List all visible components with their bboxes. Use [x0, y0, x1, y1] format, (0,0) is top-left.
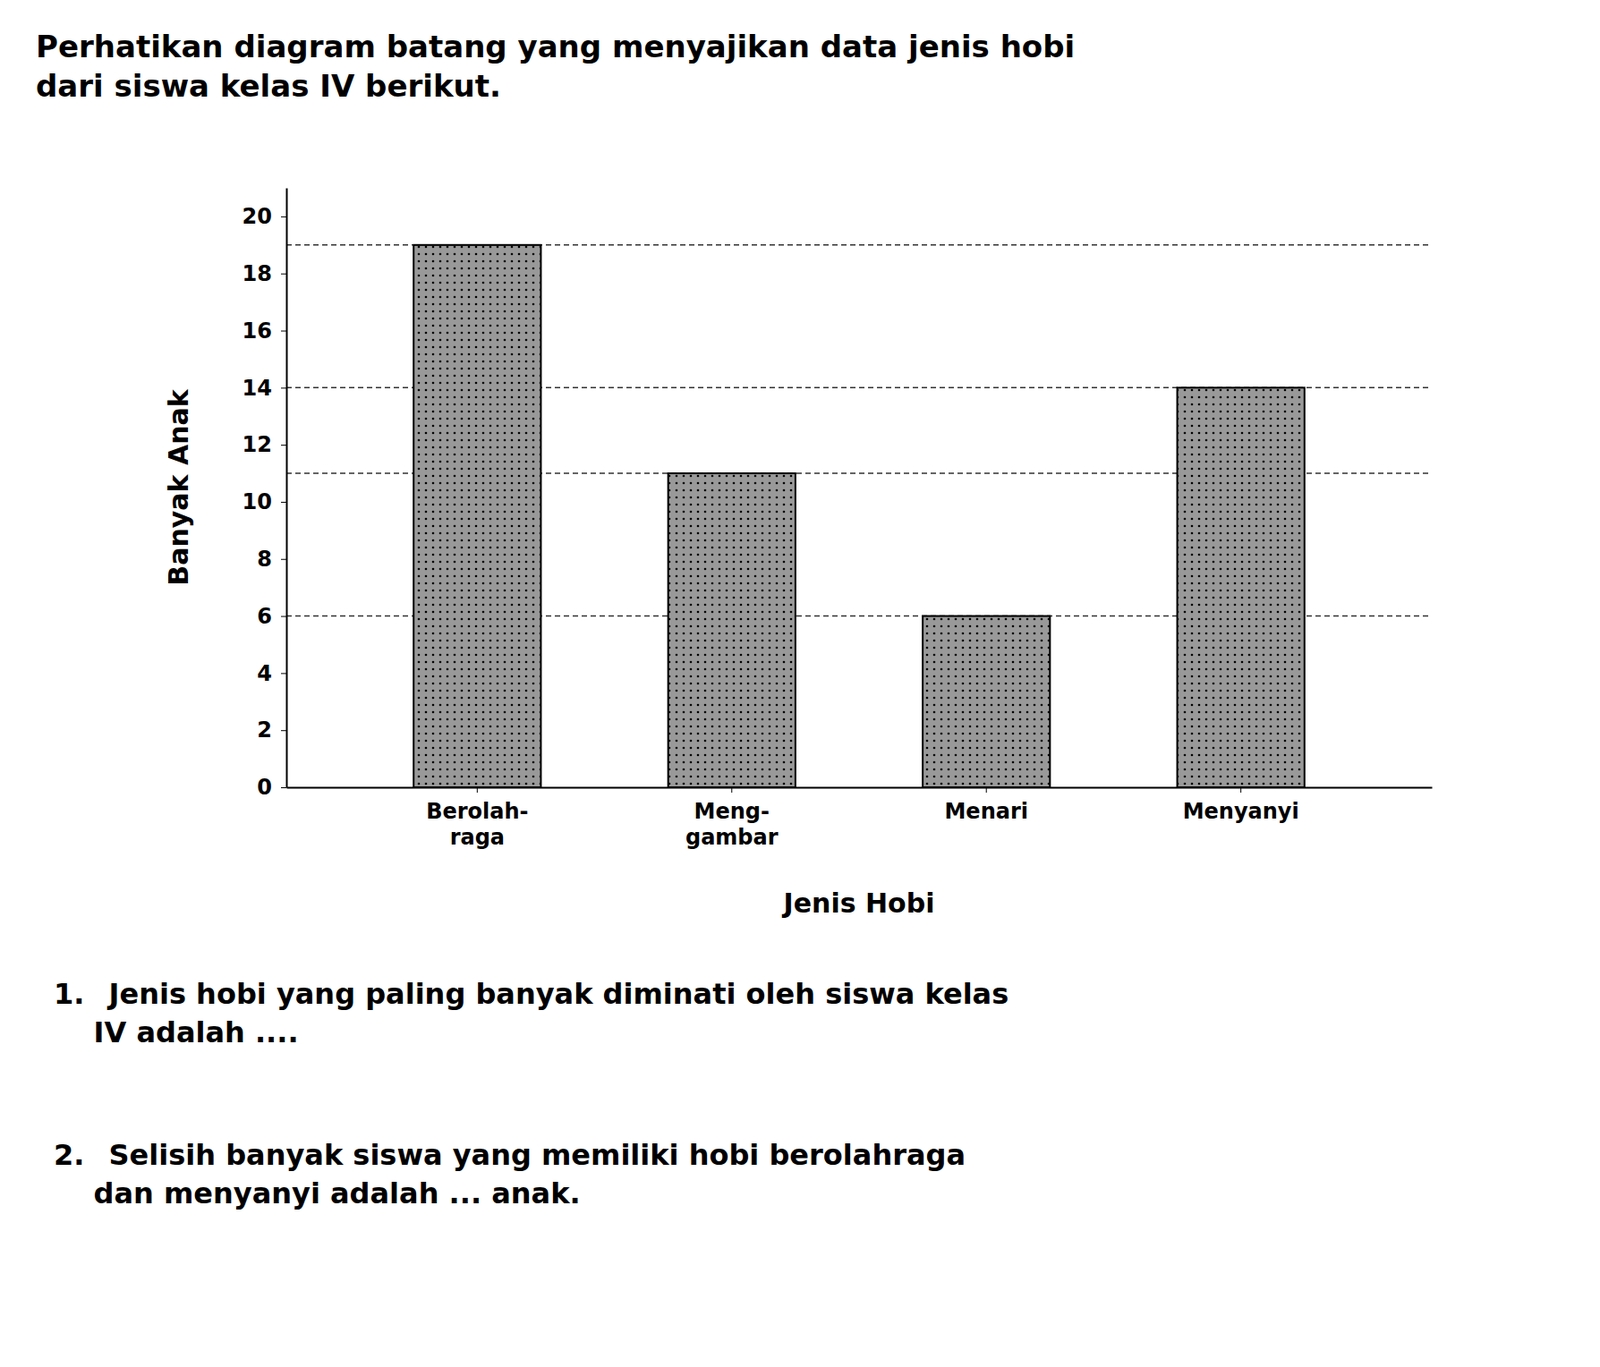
bar — [413, 245, 541, 788]
bar — [1177, 387, 1305, 788]
y-tick: 6 — [256, 604, 287, 630]
chart: Perhatikan diagram batang yang menyajika… — [0, 0, 1600, 1367]
y-tick: 0 — [256, 774, 287, 800]
y-axis-title: Banyak Anak — [162, 388, 195, 586]
text-line: IV adalah .... — [53, 1015, 299, 1050]
text-line: dari siswa kelas IV berikut. — [35, 68, 502, 104]
y-tick: 8 — [256, 546, 287, 572]
x-tick: Meng-gambar — [685, 787, 779, 851]
y-tick-label: 0 — [256, 774, 273, 800]
y-tick-label: 8 — [256, 546, 273, 572]
y-tick-mark — [280, 730, 287, 732]
y-tick-mark — [280, 273, 287, 275]
text-line: 2. Selisih banyak siswa yang memiliki ho… — [53, 1138, 966, 1173]
text-line: raga — [450, 825, 505, 851]
x-tick: Menari — [944, 787, 1029, 825]
y-tick-mark — [280, 559, 287, 561]
y-tick-mark — [280, 502, 287, 503]
y-tick-mark — [280, 787, 287, 789]
y-tick-mark — [280, 672, 287, 674]
x-axis-line — [287, 787, 1433, 790]
y-tick-label: 16 — [242, 318, 273, 344]
y-tick-label: 20 — [242, 204, 273, 230]
text-line: 1. Jenis hobi yang paling banyak diminat… — [53, 977, 1009, 1012]
x-tick-mark — [731, 787, 732, 793]
y-tick: 2 — [256, 717, 287, 743]
y-tick: 14 — [242, 375, 287, 401]
x-tick: Menyanyi — [1182, 787, 1300, 825]
text-line: Menari — [944, 799, 1029, 825]
annotation: 2. Selisih banyak siswa yang memiliki ho… — [53, 1138, 966, 1211]
x-tick-label: Menari — [944, 799, 1029, 825]
y-tick-mark — [280, 331, 287, 332]
bar — [922, 616, 1050, 788]
y-tick: 20 — [242, 204, 287, 230]
y-tick-label: 10 — [242, 489, 273, 515]
x-tick-mark — [1240, 787, 1242, 793]
y-axis: 0 2 4 6 8 10 12 14 16 18 20 — [242, 188, 288, 801]
y-tick-label: 6 — [256, 604, 273, 630]
y-tick-mark — [280, 216, 287, 218]
y-tick-label: 4 — [256, 661, 273, 687]
annotation: 1. Jenis hobi yang paling banyak diminat… — [53, 977, 1009, 1050]
y-tick-mark — [280, 444, 287, 446]
y-tick: 12 — [242, 432, 287, 458]
x-tick-label: Meng-gambar — [685, 799, 779, 851]
text-line: dan menyanyi adalah ... anak. — [53, 1176, 581, 1211]
plot-area — [286, 245, 1432, 788]
text-line: gambar — [685, 825, 779, 851]
y-tick: 4 — [256, 661, 287, 687]
y-tick-label: 2 — [256, 717, 273, 743]
y-axis-line — [286, 188, 289, 789]
y-tick: 10 — [242, 489, 287, 515]
x-tick-mark — [476, 787, 478, 793]
x-axis-title: Jenis Hobi — [782, 887, 936, 920]
y-tick-mark — [280, 387, 287, 389]
x-axis: Berolah-raga Meng-gambar Menari Menyanyi — [287, 787, 1433, 851]
y-tick: 16 — [242, 318, 287, 344]
bar — [668, 473, 796, 788]
x-tick-mark — [986, 787, 988, 793]
x-tick: Berolah-raga — [425, 787, 528, 851]
x-tick-label: Berolah-raga — [425, 799, 528, 851]
y-tick: 18 — [242, 261, 287, 287]
text-line: Meng- — [694, 799, 770, 825]
text-line: Menyanyi — [1182, 799, 1300, 825]
title: Perhatikan diagram batang yang menyajika… — [35, 28, 1075, 104]
y-tick-label: 14 — [242, 375, 273, 401]
text-line: Berolah- — [425, 799, 528, 825]
y-tick-label: 12 — [242, 432, 273, 458]
text-line: Perhatikan diagram batang yang menyajika… — [35, 28, 1075, 65]
x-tick-label: Menyanyi — [1182, 799, 1300, 825]
y-tick-label: 18 — [242, 261, 273, 287]
y-tick-mark — [280, 616, 287, 618]
